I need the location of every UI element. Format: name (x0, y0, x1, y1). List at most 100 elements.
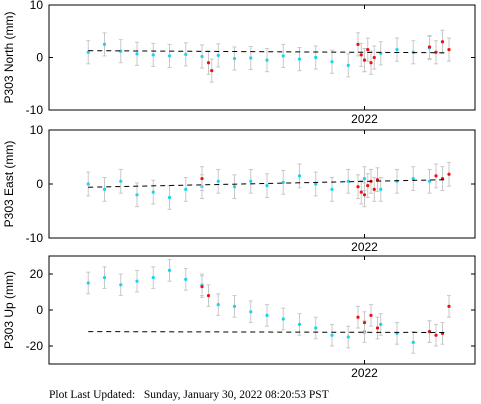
data-point (151, 53, 155, 57)
data-point (151, 276, 155, 280)
data-point (184, 52, 188, 56)
data-point (359, 53, 363, 57)
y-tick-label: 10 (30, 0, 44, 12)
data-point (356, 315, 360, 319)
data-point (206, 294, 211, 298)
data-point (346, 335, 350, 339)
data-point (249, 310, 253, 314)
data-point (379, 187, 383, 191)
data-point (184, 277, 188, 281)
trend-line (88, 179, 446, 188)
data-point (395, 48, 399, 52)
series-2 (200, 161, 451, 208)
data-point (330, 187, 334, 191)
data-point (265, 184, 269, 188)
data-point (86, 281, 90, 285)
data-point (346, 179, 350, 183)
data-point (200, 177, 204, 181)
data-point (369, 61, 373, 65)
data-point (314, 55, 318, 60)
data-point (372, 187, 376, 191)
data-point (265, 313, 269, 317)
data-point (281, 54, 285, 58)
data-point (167, 268, 172, 272)
data-point (249, 56, 253, 60)
data-point (102, 187, 107, 191)
plot-frame (48, 255, 476, 365)
data-point (375, 326, 380, 330)
y-axis-label: P303 Up (mm) (2, 271, 16, 349)
trend-line (88, 331, 446, 333)
data-point (167, 54, 172, 58)
data-point (265, 58, 269, 62)
data-point (210, 69, 214, 73)
data-point (366, 48, 370, 52)
data-point (330, 60, 334, 64)
y-tick-label: 0 (36, 303, 43, 317)
data-point (200, 285, 204, 289)
y-tick-label: 10 (30, 123, 44, 137)
data-point (369, 313, 373, 317)
data-point (119, 179, 123, 183)
series-1 (86, 163, 432, 210)
data-point (362, 321, 367, 325)
data-point (184, 187, 188, 191)
data-point (411, 340, 415, 344)
y-tick-label: 20 (30, 267, 44, 281)
y-tick-label: -20 (26, 339, 44, 353)
data-point (359, 190, 363, 194)
data-point (330, 333, 334, 337)
data-point (216, 303, 220, 307)
data-point (216, 53, 220, 58)
plot-frame (48, 4, 476, 111)
data-point (379, 322, 383, 326)
data-point (102, 42, 107, 46)
data-point (314, 326, 318, 330)
data-point (119, 283, 123, 287)
data-point (362, 193, 367, 197)
data-point (232, 185, 237, 189)
y-axis-label: P303 East (mm) (2, 141, 16, 228)
panel-3: -20 0 20 2022 P303 Up (mm) (2, 255, 476, 380)
data-point (356, 185, 360, 189)
x-tick-label: 2022 (351, 366, 378, 380)
last-updated-timestamp: Sunday, January 30, 2022 08:20:53 PST (143, 389, 329, 401)
data-point (102, 276, 107, 280)
data-point (249, 179, 253, 183)
data-point (297, 57, 302, 61)
data-point (135, 193, 139, 197)
data-point (362, 58, 367, 62)
y-tick-label: -10 (26, 231, 44, 245)
series-1 (86, 32, 432, 78)
data-point (411, 177, 415, 181)
data-point (206, 61, 211, 65)
panel-2: -10 0 10 2022 P303 East (mm) (2, 123, 476, 254)
data-point (434, 333, 438, 337)
data-point (346, 63, 350, 67)
data-point (151, 190, 155, 194)
data-point (314, 182, 318, 186)
x-tick-label: 2022 (351, 112, 378, 126)
data-point (427, 45, 432, 49)
data-point (366, 184, 370, 188)
data-point (372, 55, 376, 60)
last-updated-label: Plot Last Updated: (49, 389, 136, 401)
data-point (447, 172, 451, 176)
x-tick-label: 2022 (351, 240, 378, 254)
data-point (447, 48, 451, 52)
data-point (216, 179, 220, 183)
panel-1: -10 0 10 2022 P303 North (mm) (2, 0, 476, 126)
data-point (440, 40, 445, 44)
data-point (232, 56, 237, 61)
trend-line (88, 50, 446, 54)
data-point (200, 54, 204, 59)
data-point (86, 50, 90, 54)
last-updated-footer: Plot Last Updated: Sunday, January 30, 2… (49, 389, 329, 401)
y-tick-label: -10 (26, 103, 44, 117)
data-point (447, 304, 451, 308)
series-2 (206, 29, 451, 83)
data-point (281, 180, 285, 184)
y-tick-label: 0 (36, 51, 43, 65)
data-point (395, 179, 399, 183)
